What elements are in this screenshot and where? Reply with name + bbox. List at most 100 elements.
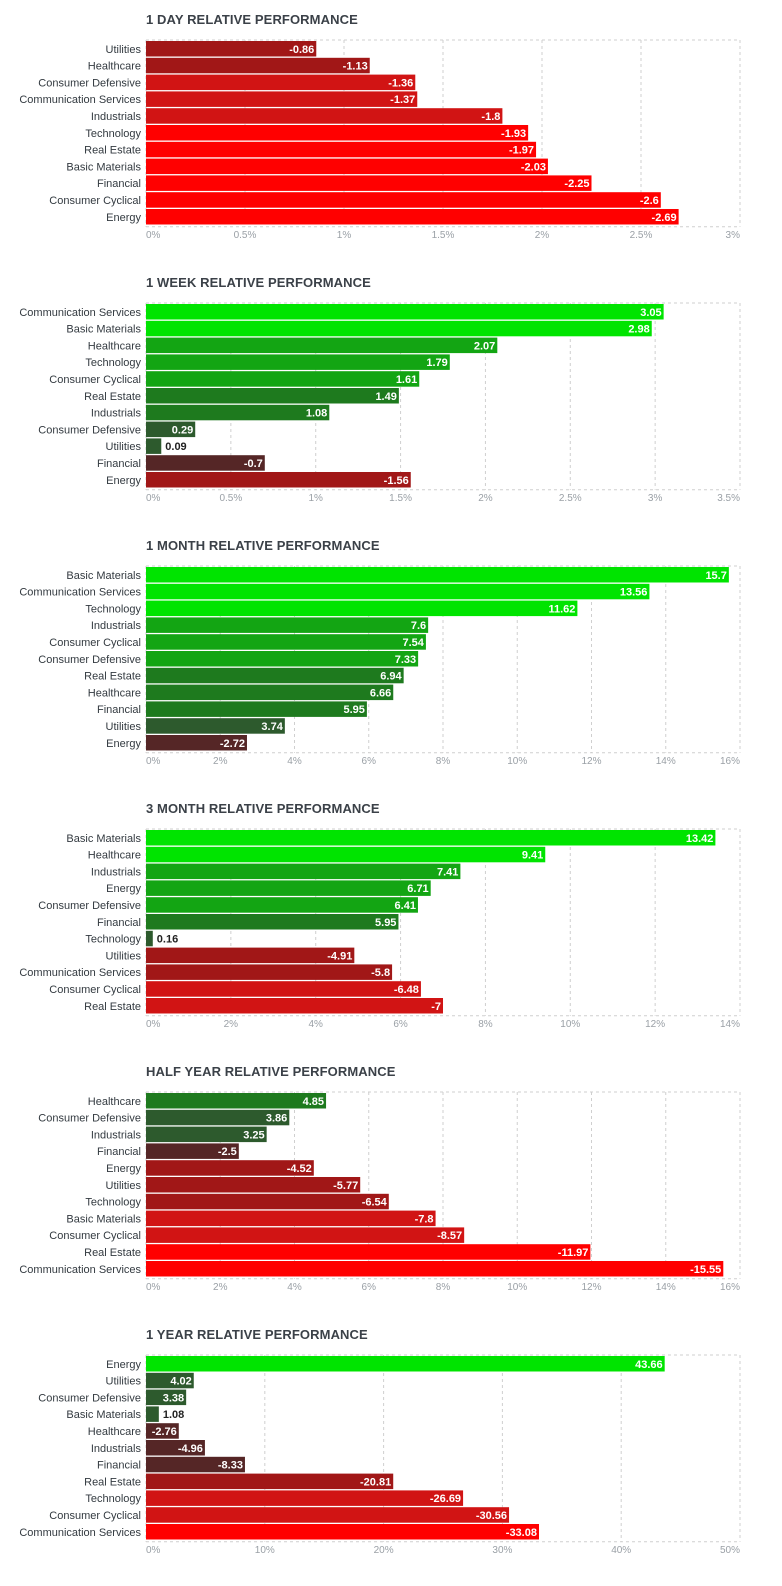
category-label: Basic Materials <box>66 1213 141 1225</box>
bar <box>146 863 461 880</box>
data-label: 0.29 <box>172 424 193 436</box>
category-label: Energy <box>106 212 141 224</box>
data-label: -1.36 <box>388 77 413 89</box>
chart-title: HALF YEAR RELATIVE PERFORMANCE <box>146 1064 396 1079</box>
category-label: Real Estate <box>84 145 141 157</box>
bar <box>146 1389 187 1406</box>
x-tick-label: 6% <box>393 1019 408 1030</box>
data-label: -33.08 <box>506 1527 537 1539</box>
x-tick-label: 10% <box>507 1282 527 1293</box>
bar <box>146 1143 239 1159</box>
data-label: 15.7 <box>705 570 726 582</box>
data-label: -1.8 <box>481 111 500 123</box>
category-label: Consumer Defensive <box>38 1392 141 1404</box>
bar <box>146 567 729 583</box>
category-label: Basic Materials <box>66 324 141 336</box>
data-label: -15.55 <box>690 1264 721 1276</box>
x-tick-label: 3.5% <box>717 493 740 504</box>
chart-title: 1 WEEK RELATIVE PERFORMANCE <box>146 275 371 290</box>
x-tick-label: 14% <box>656 756 676 767</box>
data-label: -1.93 <box>501 128 526 140</box>
bar-chart-1-year: 0% 10% 20% 30% 40% 50% Energy 43.66 Utilities 4.0… <box>19 1354 741 1556</box>
bar <box>146 846 546 863</box>
data-label: 3.74 <box>261 721 283 733</box>
bar <box>146 74 416 91</box>
category-label: Healthcare <box>88 61 141 73</box>
x-tick-label: 4% <box>308 1019 323 1030</box>
bar <box>146 583 650 600</box>
category-label: Communication Services <box>19 307 141 319</box>
category-label: Industrials <box>91 1129 142 1141</box>
bar <box>146 91 418 107</box>
category-label: Energy <box>106 1163 141 1175</box>
category-label: Consumer Cyclical <box>49 1230 141 1242</box>
bar <box>146 830 716 846</box>
x-tick-label: 0.5% <box>234 230 257 241</box>
bar <box>146 1261 724 1277</box>
data-label: 1.08 <box>306 408 327 420</box>
x-tick-label: 0.5% <box>219 493 242 504</box>
bar <box>146 947 355 964</box>
data-label: -26.69 <box>430 1493 461 1505</box>
bar <box>146 320 652 337</box>
category-label: Energy <box>106 475 141 487</box>
bar-chart-1-week: 0% 0.5% 1% 1.5% 2% 2.5% 3% 3.5% Communication Se… <box>19 302 741 504</box>
category-label: Real Estate <box>84 1476 141 1488</box>
category-label: Technology <box>85 1197 141 1209</box>
x-tick-label: 8% <box>436 756 451 767</box>
data-label: 6.71 <box>407 883 428 895</box>
category-label: Energy <box>106 883 141 895</box>
bar <box>146 1490 464 1506</box>
bar <box>146 438 162 454</box>
category-label: Communication Services <box>19 967 141 979</box>
x-tick-label: 2% <box>535 230 550 241</box>
x-tick-label: 14% <box>656 1282 676 1293</box>
data-label: 1.49 <box>375 391 396 403</box>
data-label: 6.41 <box>395 900 416 912</box>
data-label: 0.16 <box>157 934 178 946</box>
bar <box>146 617 429 633</box>
category-label: Healthcare <box>88 1096 141 1108</box>
x-tick-label: 2% <box>224 1019 239 1030</box>
x-tick-label: 2.5% <box>559 493 582 504</box>
bar <box>146 1109 290 1126</box>
bar <box>146 108 503 124</box>
bar <box>146 897 418 913</box>
data-label: -20.81 <box>360 1476 391 1488</box>
x-tick-label: 6% <box>362 756 377 767</box>
bar <box>146 651 419 667</box>
x-tick-label: 12% <box>581 1282 601 1293</box>
bar <box>146 1193 389 1210</box>
category-label: Communication Services <box>19 1264 141 1276</box>
x-tick-label: 0% <box>146 1019 161 1030</box>
bar <box>146 1456 245 1473</box>
bar <box>146 1093 327 1109</box>
data-label: -2.6 <box>640 195 659 207</box>
category-label: Financial <box>97 1146 141 1158</box>
x-tick-label: 0% <box>146 1545 161 1556</box>
x-tick-label: 2% <box>478 493 493 504</box>
bar <box>146 388 399 404</box>
x-tick-label: 3% <box>648 493 663 504</box>
bar-chart-3-month: 0% 2% 4% 6% 8% 10% 12% 14% Basic Materials 13.42 H… <box>19 828 741 1030</box>
chart-title: 3 MONTH RELATIVE PERFORMANCE <box>146 801 380 816</box>
x-tick-label: 50% <box>720 1545 740 1556</box>
category-label: Basic Materials <box>66 833 141 845</box>
bar <box>146 209 679 225</box>
data-label: -8.57 <box>437 1230 462 1242</box>
bar <box>146 304 664 320</box>
category-label: Consumer Cyclical <box>49 374 141 386</box>
data-label: 1.79 <box>426 357 447 369</box>
category-label: Healthcare <box>88 340 141 352</box>
bar <box>146 455 265 471</box>
bar <box>146 667 404 684</box>
x-tick-label: 1.5% <box>389 493 412 504</box>
category-label: Basic Materials <box>66 1409 141 1421</box>
category-label: Consumer Cyclical <box>49 1510 141 1522</box>
bar <box>146 57 370 74</box>
category-label: Industrials <box>91 866 142 878</box>
data-label: 1.61 <box>396 374 417 386</box>
data-label: 4.02 <box>170 1376 191 1388</box>
category-label: Financial <box>97 178 141 190</box>
category-label: Financial <box>97 704 141 716</box>
